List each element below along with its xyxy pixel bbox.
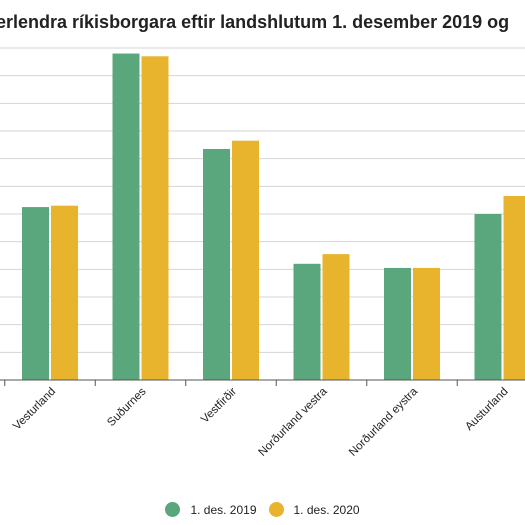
legend: 1. des. 2019 1. des. 2020 [0, 502, 525, 517]
legend-label-2020: 1. des. 2020 [293, 502, 360, 517]
bar-2019-0 [22, 207, 49, 380]
bar-2020-5 [503, 196, 525, 380]
chart-title: erlendra ríkisborgara eftir landshlutum … [0, 12, 510, 32]
bar-2019-1 [112, 53, 140, 381]
legend-item-2019[interactable]: 1. des. 2019 [165, 502, 257, 517]
x-tick-label: Vesturland [11, 386, 58, 433]
bar-2019-2 [203, 148, 230, 380]
x-tick-label: Suðurnes [105, 385, 148, 428]
bar-2020-4 [413, 267, 440, 380]
x-tick-label: Austurland [463, 386, 510, 433]
bar-2019-3 [293, 263, 321, 380]
bar-2020-0 [51, 205, 78, 380]
legend-swatch-2019 [165, 502, 181, 517]
x-tick-label: Norðurland eystra [347, 385, 421, 459]
x-tick-label: Norðurland vestra [257, 385, 331, 459]
bar-2020-1 [141, 56, 169, 381]
x-tick-label: Vestfirðir [199, 386, 239, 426]
bar-2019-4 [384, 267, 411, 380]
bar-2020-2 [232, 140, 259, 380]
bar-2019-5 [474, 214, 502, 380]
legend-swatch-2020 [268, 502, 284, 517]
bar-2020-3 [322, 254, 350, 380]
legend-label-2019: 1. des. 2019 [190, 502, 257, 517]
legend-item-2020[interactable]: 1. des. 2020 [268, 502, 360, 517]
